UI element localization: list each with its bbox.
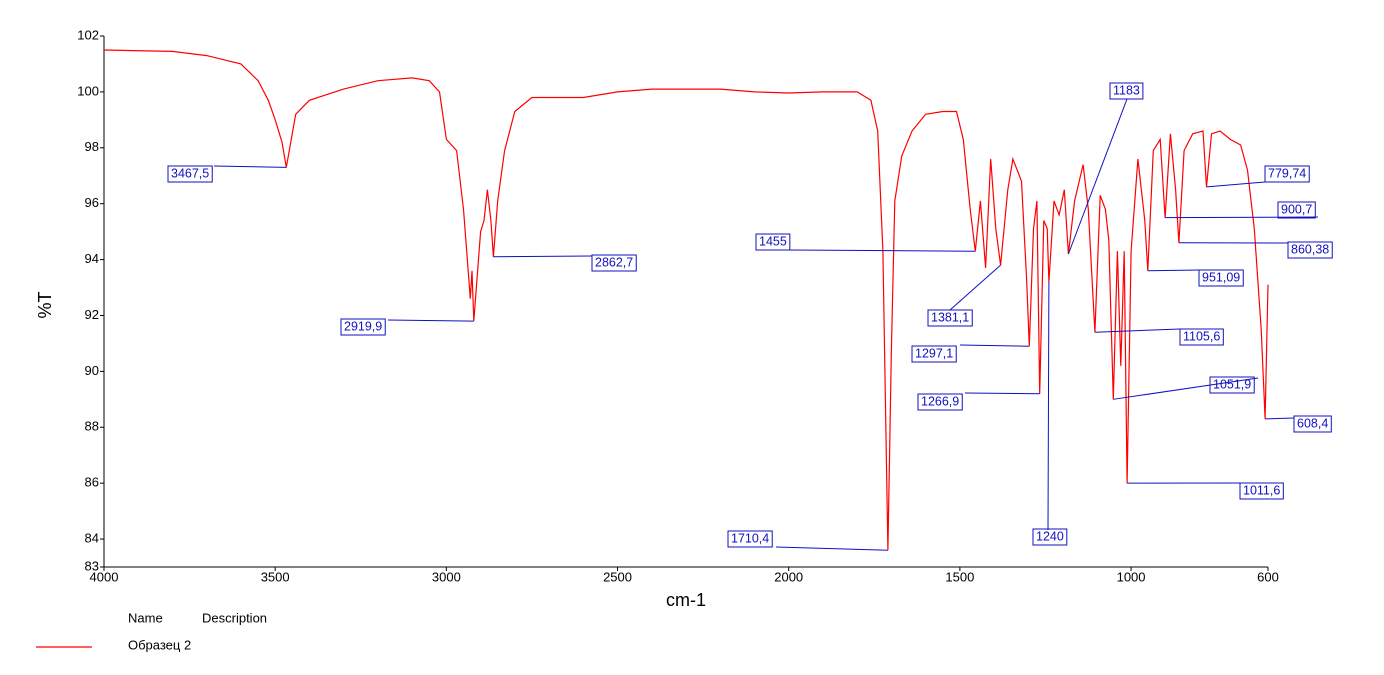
peak-annotation: 1183 (1067, 82, 1144, 255)
peak-annotation: 900,7 (1165, 201, 1319, 219)
y-tick-label: 92 (85, 307, 99, 322)
peak-annotation: 1381,1 (927, 264, 1001, 327)
annotation-leader (1113, 377, 1259, 400)
x-tick-label: 2500 (603, 569, 632, 584)
annotation-label: 608,4 (1297, 416, 1328, 430)
annotation-label: 1455 (759, 234, 787, 248)
annotation-leader (789, 249, 976, 252)
annotation-box (1209, 376, 1255, 394)
x-tick-label: 1500 (945, 569, 974, 584)
y-tick-label: 88 (85, 419, 99, 434)
annotation-label: 900,7 (1281, 202, 1312, 216)
legend-header: Name (128, 610, 163, 625)
x-tick-label: 600 (1257, 569, 1279, 584)
peak-annotation: 1011,6 (1127, 482, 1284, 500)
annotation-label: 1051,9 (1213, 377, 1251, 391)
y-axis-label: %T (35, 291, 55, 318)
annotation-label: 1105,6 (1183, 329, 1220, 343)
annotation-label: 1183 (1113, 83, 1140, 97)
y-tick-label: 86 (85, 475, 99, 490)
annotation-box (911, 345, 957, 363)
y-tick-label: 102 (77, 27, 99, 42)
peak-annotation: 2919,9 (340, 318, 474, 336)
legend-label: Образец 2 (128, 637, 191, 652)
y-tick-label: 90 (85, 363, 99, 378)
annotation-box (167, 165, 213, 183)
annotation-leader (387, 319, 474, 322)
y-tick-label: 98 (85, 139, 99, 154)
peak-annotation: 3467,5 (167, 165, 287, 183)
annotation-leader (775, 546, 888, 551)
annotation-box (727, 530, 773, 548)
peak-annotation: 1240 (1032, 281, 1068, 546)
y-tick-label: 84 (85, 530, 99, 545)
annotation-leader (959, 344, 1030, 347)
annotation-box (917, 393, 963, 411)
annotation-label: 951,09 (1202, 270, 1240, 284)
annotation-leader (964, 392, 1040, 395)
annotation-box (1239, 482, 1284, 500)
annotation-box (1277, 201, 1316, 219)
peak-annotation: 1455 (755, 233, 976, 252)
annotation-label: 1297,1 (915, 346, 953, 360)
spectrum-line (103, 49, 1269, 551)
y-tick-label: 94 (85, 251, 99, 266)
annotation-box (1109, 82, 1144, 100)
annotation-box (755, 233, 791, 251)
peak-annotation: 1051,9 (1113, 376, 1259, 400)
peak-annotation: 1266,9 (917, 392, 1040, 411)
annotation-label: 1011,6 (1243, 483, 1280, 497)
annotation-leader (213, 165, 287, 168)
x-axis-label: cm-1 (666, 590, 706, 610)
annotation-leader (1047, 281, 1050, 531)
annotation-label: 860,38 (1291, 242, 1329, 256)
annotation-label: 1710,4 (731, 531, 769, 545)
annotation-label: 3467,5 (171, 166, 209, 180)
annotation-leader (1147, 269, 1200, 272)
annotation-leader (1094, 328, 1181, 333)
annotation-label: 779,74 (1268, 166, 1306, 180)
annotation-leader (1165, 216, 1319, 219)
annotation-label: 1381,1 (931, 310, 969, 324)
annotation-box (1287, 241, 1333, 259)
y-tick-label: 83 (85, 558, 99, 573)
annotation-leader (949, 264, 1001, 311)
peak-annotation: 951,09 (1147, 269, 1244, 287)
annotation-box (1198, 269, 1244, 287)
annotation-box (340, 318, 386, 336)
peak-annotation: 608,4 (1265, 415, 1332, 433)
x-tick-label: 4000 (90, 569, 119, 584)
x-tick-label: 1000 (1117, 569, 1146, 584)
y-tick-label: 96 (85, 195, 99, 210)
x-tick-label: 3500 (261, 569, 290, 584)
peak-annotation: 1297,1 (911, 344, 1030, 363)
peak-annotation: 1710,4 (727, 530, 888, 551)
peak-annotation: 1105,6 (1094, 328, 1224, 346)
annotation-label: 2919,9 (344, 319, 382, 333)
y-tick-label: 100 (77, 83, 99, 98)
annotation-leader (493, 255, 593, 258)
annotation-box (1293, 415, 1332, 433)
annotation-leader (1206, 181, 1266, 188)
annotation-box (1264, 165, 1310, 183)
annotation-label: 1266,9 (921, 394, 959, 408)
annotation-box (1032, 528, 1068, 546)
annotation-label: 1240 (1036, 529, 1064, 543)
annotation-label: 2862,7 (595, 255, 633, 269)
peak-annotation: 860,38 (1178, 241, 1333, 259)
peak-annotation: 779,74 (1206, 165, 1310, 188)
x-tick-label: 3000 (432, 569, 461, 584)
legend-header: Description (202, 610, 267, 625)
x-tick-label: 2000 (774, 569, 803, 584)
annotation-box (591, 254, 637, 272)
annotation-box (927, 309, 973, 327)
peak-annotation: 2862,7 (493, 254, 637, 272)
annotation-leader (1265, 417, 1295, 420)
annotation-box (1179, 328, 1224, 346)
annotation-leader (1067, 98, 1128, 255)
